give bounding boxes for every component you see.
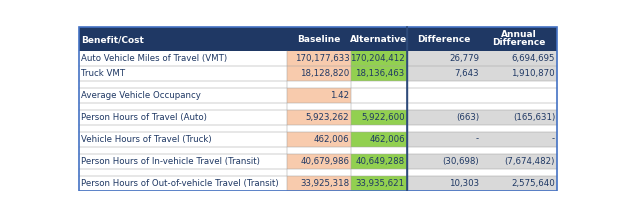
Text: 1,910,870: 1,910,870 [512,69,555,78]
Bar [481,154,557,169]
Bar [79,132,286,147]
Bar [407,51,481,66]
Bar [286,51,352,66]
Bar [79,175,286,190]
Text: 462,006: 462,006 [369,135,405,144]
Text: -: - [552,135,555,144]
Bar [352,154,407,169]
Bar [79,51,286,66]
Bar [79,110,286,125]
Text: 5,923,262: 5,923,262 [306,113,350,122]
Text: 40,679,986: 40,679,986 [301,157,350,166]
Bar [79,27,557,51]
Text: Benefit/Cost: Benefit/Cost [81,35,144,44]
Text: 6,694,695: 6,694,695 [512,54,555,63]
Text: Person Hours of Out-of-vehicle Travel (Transit): Person Hours of Out-of-vehicle Travel (T… [81,178,279,187]
Text: 7,643: 7,643 [454,69,479,78]
Bar [352,51,407,66]
Bar [407,154,481,169]
Bar [481,88,557,103]
Text: 33,935,621: 33,935,621 [356,178,405,187]
Bar [286,88,352,103]
Text: Annual: Annual [501,30,537,39]
Text: Alternative: Alternative [350,35,407,44]
Text: 18,136,463: 18,136,463 [355,69,405,78]
Text: 1.42: 1.42 [330,91,350,100]
Text: Average Vehicle Occupancy: Average Vehicle Occupancy [81,91,202,100]
Text: 2,575,640: 2,575,640 [512,178,555,187]
Bar [481,51,557,66]
Text: 26,779: 26,779 [450,54,479,63]
Bar [286,66,352,81]
Text: Difference: Difference [492,38,546,48]
Text: 170,204,412: 170,204,412 [350,54,405,63]
Text: 462,006: 462,006 [314,135,350,144]
Bar [407,66,481,81]
Text: 5,922,600: 5,922,600 [361,113,405,122]
Text: Difference: Difference [417,35,471,44]
Bar [481,175,557,190]
Text: 170,177,633: 170,177,633 [294,54,350,63]
Bar [79,88,286,103]
Bar [407,88,481,103]
Bar [481,66,557,81]
Bar [481,110,557,125]
Text: 10,303: 10,303 [449,178,479,187]
Text: Baseline: Baseline [297,35,340,44]
Text: 33,925,318: 33,925,318 [300,178,350,187]
Text: (165,631): (165,631) [513,113,555,122]
Bar [481,132,557,147]
Bar [79,66,286,81]
Text: Person Hours of Travel (Auto): Person Hours of Travel (Auto) [81,113,207,122]
Bar [407,132,481,147]
Text: (7,674,482): (7,674,482) [505,157,555,166]
Bar [286,175,352,190]
Text: Auto Vehicle Miles of Travel (VMT): Auto Vehicle Miles of Travel (VMT) [81,54,228,63]
Text: -: - [476,135,479,144]
Bar [286,154,352,169]
Bar [352,110,407,125]
Bar [286,132,352,147]
Bar [286,110,352,125]
Bar [407,175,481,190]
Bar [352,66,407,81]
Text: (663): (663) [456,113,479,122]
Text: Truck VMT: Truck VMT [81,69,125,78]
Bar [407,110,481,125]
Text: (30,698): (30,698) [443,157,479,166]
Bar [352,132,407,147]
Bar [79,154,286,169]
Text: 40,649,288: 40,649,288 [356,157,405,166]
Bar [352,175,407,190]
Text: Vehicle Hours of Travel (Truck): Vehicle Hours of Travel (Truck) [81,135,212,144]
Text: Person Hours of In-vehicle Travel (Transit): Person Hours of In-vehicle Travel (Trans… [81,157,260,166]
Text: 18,128,820: 18,128,820 [300,69,350,78]
Bar [352,88,407,103]
